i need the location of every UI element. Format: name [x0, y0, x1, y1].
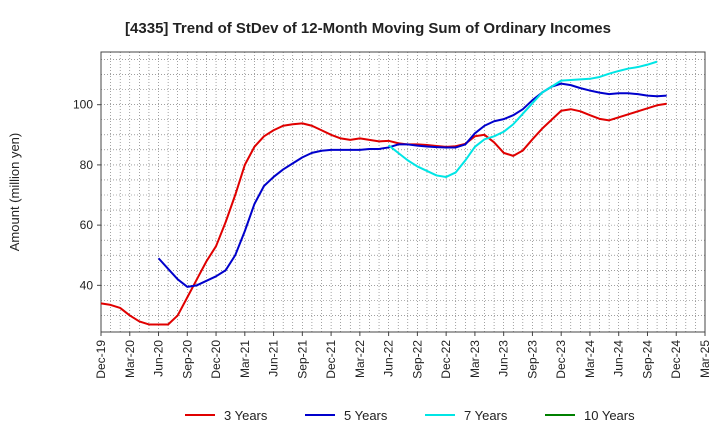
x-tick-label: Dec-24	[669, 340, 683, 379]
legend-label: 10 Years	[584, 408, 635, 423]
legend-label: 3 Years	[224, 408, 268, 423]
x-tick-label: Jun-22	[382, 340, 396, 377]
x-tick-label: Sep-23	[525, 340, 539, 379]
x-tick-label: Sep-24	[640, 340, 654, 379]
x-tick-label: Jun-23	[497, 340, 511, 377]
y-tick-label: 80	[80, 158, 94, 172]
y-axis-label: Amount (million yen)	[7, 133, 22, 252]
legend: 3 Years 5 Years 7 Years 10 Years	[185, 408, 635, 423]
y-axis: 40 60 80 100	[73, 98, 101, 292]
x-tick-label: Dec-22	[439, 340, 453, 379]
x-tick-label: Dec-21	[324, 340, 338, 379]
x-tick-label: Mar-24	[583, 340, 597, 378]
series-group	[100, 60, 667, 326]
x-tick-label: Mar-20	[123, 340, 137, 378]
x-tick-label: Mar-22	[353, 340, 367, 378]
plot-area	[100, 51, 706, 333]
y-tick-label: 100	[73, 98, 93, 112]
x-tick-label: Dec-20	[209, 340, 223, 379]
chart-title: [4335] Trend of StDev of 12-Month Moving…	[125, 20, 611, 37]
x-tick-label: Jun-20	[152, 340, 166, 377]
series-line-5-years	[157, 82, 667, 288]
series-line-3-years	[100, 102, 667, 326]
x-tick-label: Sep-20	[180, 340, 194, 379]
x-axis: Dec-19 Mar-20 Jun-20 Sep-20 Dec-20 Mar-21 Jun-…	[94, 332, 712, 379]
x-tick-label: Dec-23	[554, 340, 568, 379]
x-tick-label: Jun-21	[267, 340, 281, 377]
x-tick-label: Sep-21	[295, 340, 309, 379]
legend-label: 5 Years	[344, 408, 388, 423]
x-tick-label: Jun-24	[612, 340, 626, 377]
x-tick-label: Dec-19	[94, 340, 108, 379]
x-tick-label: Sep-22	[410, 340, 424, 379]
y-tick-label: 40	[80, 278, 94, 292]
y-tick-label: 60	[80, 218, 94, 232]
x-tick-label: Mar-25	[698, 340, 712, 378]
x-tick-label: Mar-23	[468, 340, 482, 378]
series-line-7-years	[388, 60, 658, 178]
x-tick-label: Mar-21	[238, 340, 252, 378]
legend-label: 7 Years	[464, 408, 508, 423]
